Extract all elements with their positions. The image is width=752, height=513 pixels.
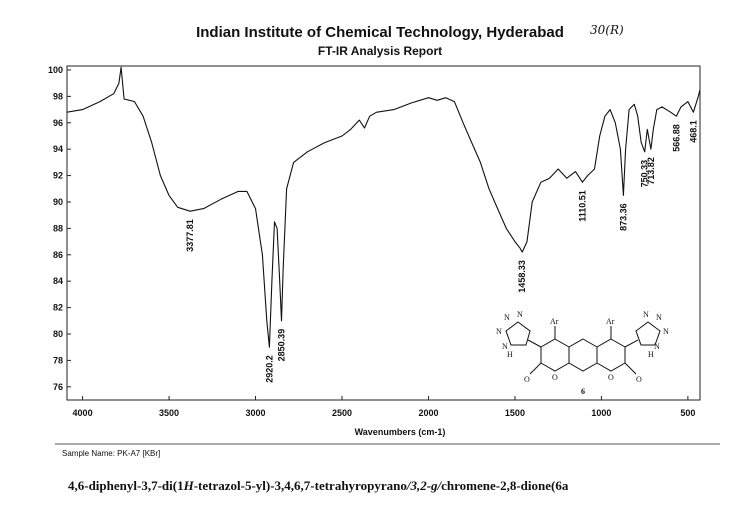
peak-label: 2920.2 bbox=[264, 355, 274, 383]
y-tick-label: 76 bbox=[53, 382, 63, 392]
peak-label: 873.36 bbox=[618, 203, 628, 231]
caption-part: H bbox=[183, 478, 195, 493]
y-tick-label: 84 bbox=[53, 276, 63, 286]
x-tick-label: 3500 bbox=[159, 408, 179, 418]
bond bbox=[624, 339, 639, 348]
ring bbox=[568, 338, 598, 372]
compound-number: 6 bbox=[581, 387, 585, 396]
x-tick-label: 1500 bbox=[505, 408, 525, 418]
ring bbox=[596, 338, 626, 372]
atom: O bbox=[524, 375, 530, 384]
peak-label: 713.82 bbox=[646, 157, 656, 185]
peak-label: 1110.51 bbox=[577, 190, 587, 222]
report-title: Indian Institute of Chemical Technology,… bbox=[196, 24, 564, 41]
x-tick-label: 3000 bbox=[246, 408, 266, 418]
atom: H bbox=[507, 350, 513, 359]
atom: N bbox=[656, 313, 662, 322]
x-axis-label: Wavenumbers (cm-1) bbox=[355, 427, 446, 437]
atom-labels: N N N N H Ar Ar N N N N H O O O O 6 bbox=[496, 310, 669, 396]
peak-label: 468.1 bbox=[688, 120, 698, 143]
caption-part: 4,6-diphenyl-3,7-di(1 bbox=[68, 478, 184, 493]
y-tick-label: 82 bbox=[53, 303, 63, 313]
ring bbox=[540, 338, 570, 372]
peak-label: 750.33 bbox=[640, 160, 650, 188]
report-subtitle: FT-IR Analysis Report bbox=[318, 44, 442, 58]
caption: 4,6-diphenyl-3,7-di(1H-tetrazol-5-yl)-3,… bbox=[68, 478, 569, 493]
x-tick-label: 2500 bbox=[332, 408, 352, 418]
sample-name: Sample Name: PK-A7 [KBr] bbox=[62, 449, 160, 458]
peak-label: 2850.39 bbox=[276, 329, 286, 362]
bond bbox=[529, 362, 542, 375]
atom: N bbox=[504, 313, 510, 322]
peak-label: 566.88 bbox=[671, 124, 681, 152]
y-tick-label: 100 bbox=[48, 65, 63, 75]
y-tick-label: 86 bbox=[53, 250, 63, 260]
atom: N bbox=[502, 342, 508, 351]
tetrazole bbox=[635, 321, 661, 346]
bond bbox=[527, 339, 542, 348]
atom: N bbox=[517, 310, 523, 319]
atom: N bbox=[654, 342, 660, 351]
atom: O bbox=[636, 375, 642, 384]
x-tick-label: 4000 bbox=[73, 408, 93, 418]
caption-part: /3,2-g/ bbox=[406, 478, 443, 493]
tetrazole bbox=[505, 321, 531, 346]
x-tick-label: 500 bbox=[680, 408, 695, 418]
y-tick-label: 78 bbox=[53, 355, 63, 365]
y-tick-label: 88 bbox=[53, 223, 63, 233]
atom: N bbox=[643, 310, 649, 319]
plot-frame bbox=[66, 65, 701, 401]
atom: N bbox=[663, 327, 669, 336]
atom: N bbox=[496, 327, 502, 336]
y-tick-label: 92 bbox=[53, 171, 63, 181]
y-tick-label: 98 bbox=[53, 91, 63, 101]
atom: O bbox=[608, 373, 614, 382]
peak-label: 3377.81 bbox=[185, 219, 195, 252]
y-tick-label: 90 bbox=[53, 197, 63, 207]
spectrum-line bbox=[66, 66, 701, 348]
atom: Ar bbox=[606, 317, 615, 326]
atom: O bbox=[552, 373, 558, 382]
x-tick-label: 2000 bbox=[418, 408, 438, 418]
x-tick-label: 1000 bbox=[591, 408, 611, 418]
chemical-structure bbox=[505, 321, 661, 375]
caption-part: chromene-2,8-dione(6a bbox=[441, 478, 569, 493]
handwritten-note: 30(R) bbox=[590, 23, 624, 37]
bond bbox=[624, 362, 637, 375]
atom: Ar bbox=[550, 317, 559, 326]
peak-label: 1458.33 bbox=[517, 260, 527, 293]
y-tick-label: 94 bbox=[53, 144, 63, 154]
atom: H bbox=[648, 350, 654, 359]
y-tick-label: 80 bbox=[53, 329, 63, 339]
caption-part: -tetrazol-5-yl)-3,4,6,7-tetrahyropyrano bbox=[194, 478, 407, 493]
y-tick-label: 96 bbox=[53, 118, 63, 128]
